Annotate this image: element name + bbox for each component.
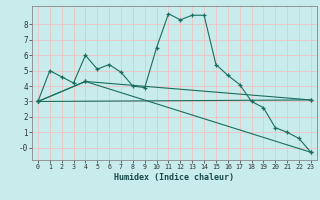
X-axis label: Humidex (Indice chaleur): Humidex (Indice chaleur) — [115, 173, 234, 182]
